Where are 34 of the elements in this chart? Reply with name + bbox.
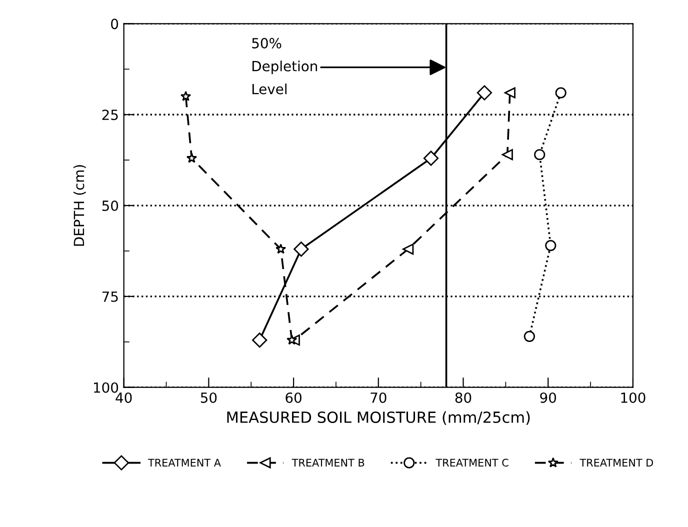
x-axis-title: MEASURED SOIL MOISTURE (mm/25cm) [227, 411, 530, 425]
point [276, 244, 286, 254]
x-tick-label: 50 [200, 392, 217, 403]
y-tick-label: 0 [111, 18, 118, 30]
point [476, 85, 492, 100]
x-tick-label: 60 [286, 392, 302, 403]
legend-label: TREATMENT B [292, 458, 364, 466]
point [294, 242, 309, 257]
point [286, 334, 298, 345]
point [186, 152, 198, 163]
x-tick-label: 70 [370, 392, 386, 403]
point [534, 149, 546, 160]
legend-label: TREATMENT D [580, 458, 654, 466]
x-tick-label: 100 [621, 392, 646, 403]
y-axis-title: DEPTH (cm) [73, 165, 86, 246]
point [545, 240, 556, 252]
legend-label: TREATMENT C [436, 458, 508, 467]
y-tick-label: 100 [94, 382, 118, 393]
point [502, 149, 513, 160]
ref-line-label: 50% Depletion Level [252, 38, 318, 94]
y-tick-label: 75 [102, 292, 118, 302]
y-tick-label: 50 [102, 200, 118, 212]
point [555, 87, 566, 98]
x-tick-label: 80 [455, 392, 472, 403]
point [402, 244, 414, 255]
x-tick-label: 40 [116, 392, 132, 403]
point [524, 330, 535, 342]
point [252, 332, 268, 348]
x-tick-label: 90 [540, 392, 556, 403]
point [180, 90, 192, 102]
point [423, 150, 439, 166]
y-tick-label: 25 [102, 110, 118, 120]
point [504, 87, 516, 98]
legend-label: TREATMENT A [148, 458, 221, 466]
